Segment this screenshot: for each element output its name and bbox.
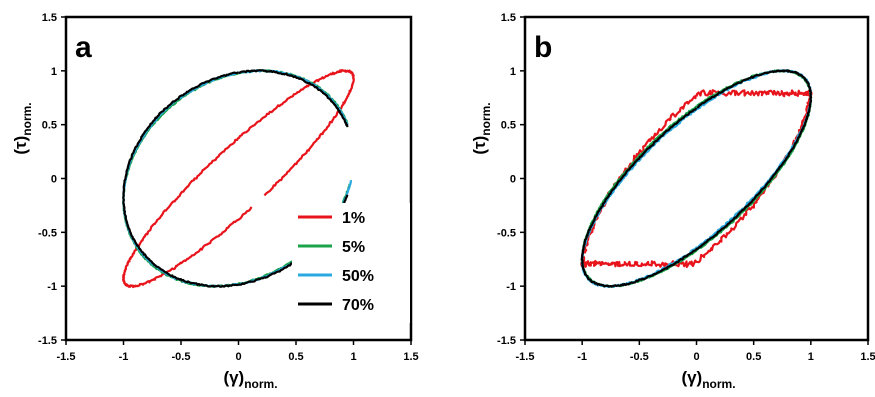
y-tick-label: -0.5 xyxy=(497,227,516,239)
legend-label: 70% xyxy=(342,297,374,314)
series-line-5pct xyxy=(580,69,813,288)
panel-label: a xyxy=(75,31,92,64)
series-line-1pct xyxy=(122,69,355,289)
plot-frame xyxy=(523,15,870,342)
x-axis-label-sub: norm. xyxy=(702,377,735,391)
y-tick-label: -1.5 xyxy=(38,335,57,347)
x-tick-label: -1 xyxy=(119,351,129,363)
y-axis-label-sub: norm. xyxy=(479,102,493,135)
y-tick-label: 1 xyxy=(51,66,57,78)
series-line-50pct xyxy=(580,69,812,288)
x-axis-label: (γ)norm. xyxy=(681,368,735,391)
series-line-1pct xyxy=(580,89,813,268)
x-tick-label: -1 xyxy=(577,351,587,363)
y-tick-label: 1 xyxy=(510,66,516,78)
y-axis-label: (τ)norm. xyxy=(470,102,493,154)
legend-label: 1% xyxy=(342,210,365,227)
x-tick-label: 0.5 xyxy=(288,351,303,363)
y-tick-label: -0.5 xyxy=(38,227,57,239)
x-tick-label: 1 xyxy=(350,351,356,363)
x-axis-label-sub: norm. xyxy=(244,377,277,391)
y-tick-label: 0 xyxy=(51,174,57,186)
legend-label: 5% xyxy=(342,239,365,256)
x-tick-label: 0 xyxy=(693,351,699,363)
x-tick-label: 1.5 xyxy=(403,351,418,363)
y-tick-label: -1.5 xyxy=(497,335,516,347)
y-axis-label-sub: norm. xyxy=(20,102,34,135)
panel-label: b xyxy=(534,31,552,64)
plot-area xyxy=(580,69,813,288)
x-tick-label: -1.5 xyxy=(57,351,76,363)
y-tick-label: 1.5 xyxy=(42,12,57,24)
x-tick-label: 0.5 xyxy=(746,351,761,363)
panel-b: -1.5 -1 -0.5 0 0.5 1 1.5 -1.5 -1 -0.5 0 0.5 1 1.5 b (γ)… xyxy=(470,12,875,391)
y-tick-label: 0 xyxy=(510,174,516,186)
x-tick-label: 1 xyxy=(808,351,814,363)
y-axis-label: (τ)norm. xyxy=(11,102,34,154)
x-tick-label: 1.5 xyxy=(860,351,875,363)
x-tick-label: 0 xyxy=(235,351,241,363)
x-axis-label: (γ)norm. xyxy=(223,368,277,391)
y-tick-label: 0.5 xyxy=(42,120,57,132)
y-tick-label: 1.5 xyxy=(501,12,516,24)
legend: 1% 5% 50% 70% xyxy=(292,203,410,323)
y-tick-label: -1 xyxy=(47,281,57,293)
y-tick-label: 0.5 xyxy=(501,120,516,132)
x-tick-label: -0.5 xyxy=(630,351,649,363)
x-tick-label: -1.5 xyxy=(516,351,535,363)
y-tick-label: -1 xyxy=(506,281,516,293)
x-tick-label: -0.5 xyxy=(172,351,191,363)
panel-a: -1.5 -1 -0.5 0 0.5 1 1.5 -1.5 -1 -0.5 0 0.5 1 1.5 a (γ)… xyxy=(11,12,419,391)
series-line-70pct xyxy=(580,69,813,288)
legend-label: 50% xyxy=(342,268,374,285)
